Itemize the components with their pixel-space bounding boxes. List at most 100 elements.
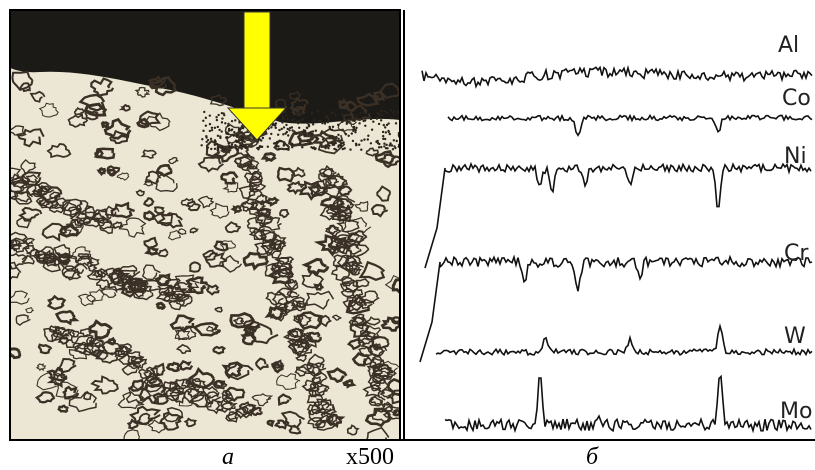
dot [210,126,214,129]
grain [326,367,348,384]
grain [189,261,202,273]
grain [154,273,172,286]
grain [237,134,258,147]
dot [360,117,364,121]
grain [212,345,227,355]
grain [308,390,317,398]
grain [386,388,400,405]
dot [240,139,243,142]
dot [286,117,289,121]
dot [326,120,330,124]
grain [16,128,45,148]
dot [327,118,331,122]
grain [86,339,106,355]
dot [201,138,204,141]
dot [303,129,307,132]
dot [360,139,363,142]
grain [322,186,341,198]
grain [18,206,43,222]
grain [24,237,36,245]
grain [358,345,374,357]
grain [346,424,360,436]
grain [67,113,89,128]
dot [321,138,325,141]
grain [295,354,308,363]
grain [316,384,330,394]
grain [224,221,242,234]
grain [367,374,386,388]
grain [165,361,181,373]
dot [375,117,379,120]
dot [388,144,392,147]
dot [308,131,312,135]
grain [292,166,306,178]
dot [357,143,361,146]
grain [70,246,92,263]
dot [222,112,225,115]
grain [114,349,126,358]
grain [125,351,145,365]
grain [147,75,166,88]
dot [220,111,224,115]
grain [232,317,245,325]
grain [168,298,185,311]
dot [244,144,247,147]
grain [183,387,205,404]
grain [255,212,273,228]
dot [378,142,381,146]
dot [217,113,220,117]
dot [290,118,294,122]
dot [327,146,330,150]
grain [69,211,94,227]
dot [206,146,210,149]
dot [351,139,355,143]
grain [68,329,80,338]
dot [220,130,223,133]
dot [311,146,315,150]
grain [29,90,46,103]
grain [49,191,61,201]
grain [163,407,184,423]
grain [158,212,184,229]
dot [341,113,344,116]
grain [92,348,104,358]
grain [96,166,107,177]
dot [213,143,216,147]
dot [272,142,276,145]
dot [216,125,220,129]
dot [376,111,380,115]
dot [300,118,303,122]
dot [303,133,307,137]
dot [224,122,227,125]
grain [159,411,183,431]
grain [248,227,267,241]
grain [266,419,276,428]
grain [380,316,400,332]
grain [205,139,230,160]
grain [337,120,357,132]
dot [288,129,291,132]
dot [210,128,214,132]
dot [384,147,388,150]
grain [280,410,305,429]
dot [385,123,389,127]
dot [383,142,386,145]
grain [293,300,306,309]
dot [314,129,318,132]
grain [174,274,200,293]
grain [180,197,196,208]
dot [362,119,365,123]
dot [275,145,278,148]
grain [307,182,330,198]
grain [356,92,380,107]
element-labels: Al Co Ni Cr W Mo [778,33,812,424]
dot [348,110,352,114]
grain [126,418,141,430]
dot [238,128,241,132]
grain [188,367,216,389]
grain [141,264,161,281]
grain [333,234,354,246]
grain [311,372,328,385]
grain [202,249,218,261]
dot [281,115,284,118]
